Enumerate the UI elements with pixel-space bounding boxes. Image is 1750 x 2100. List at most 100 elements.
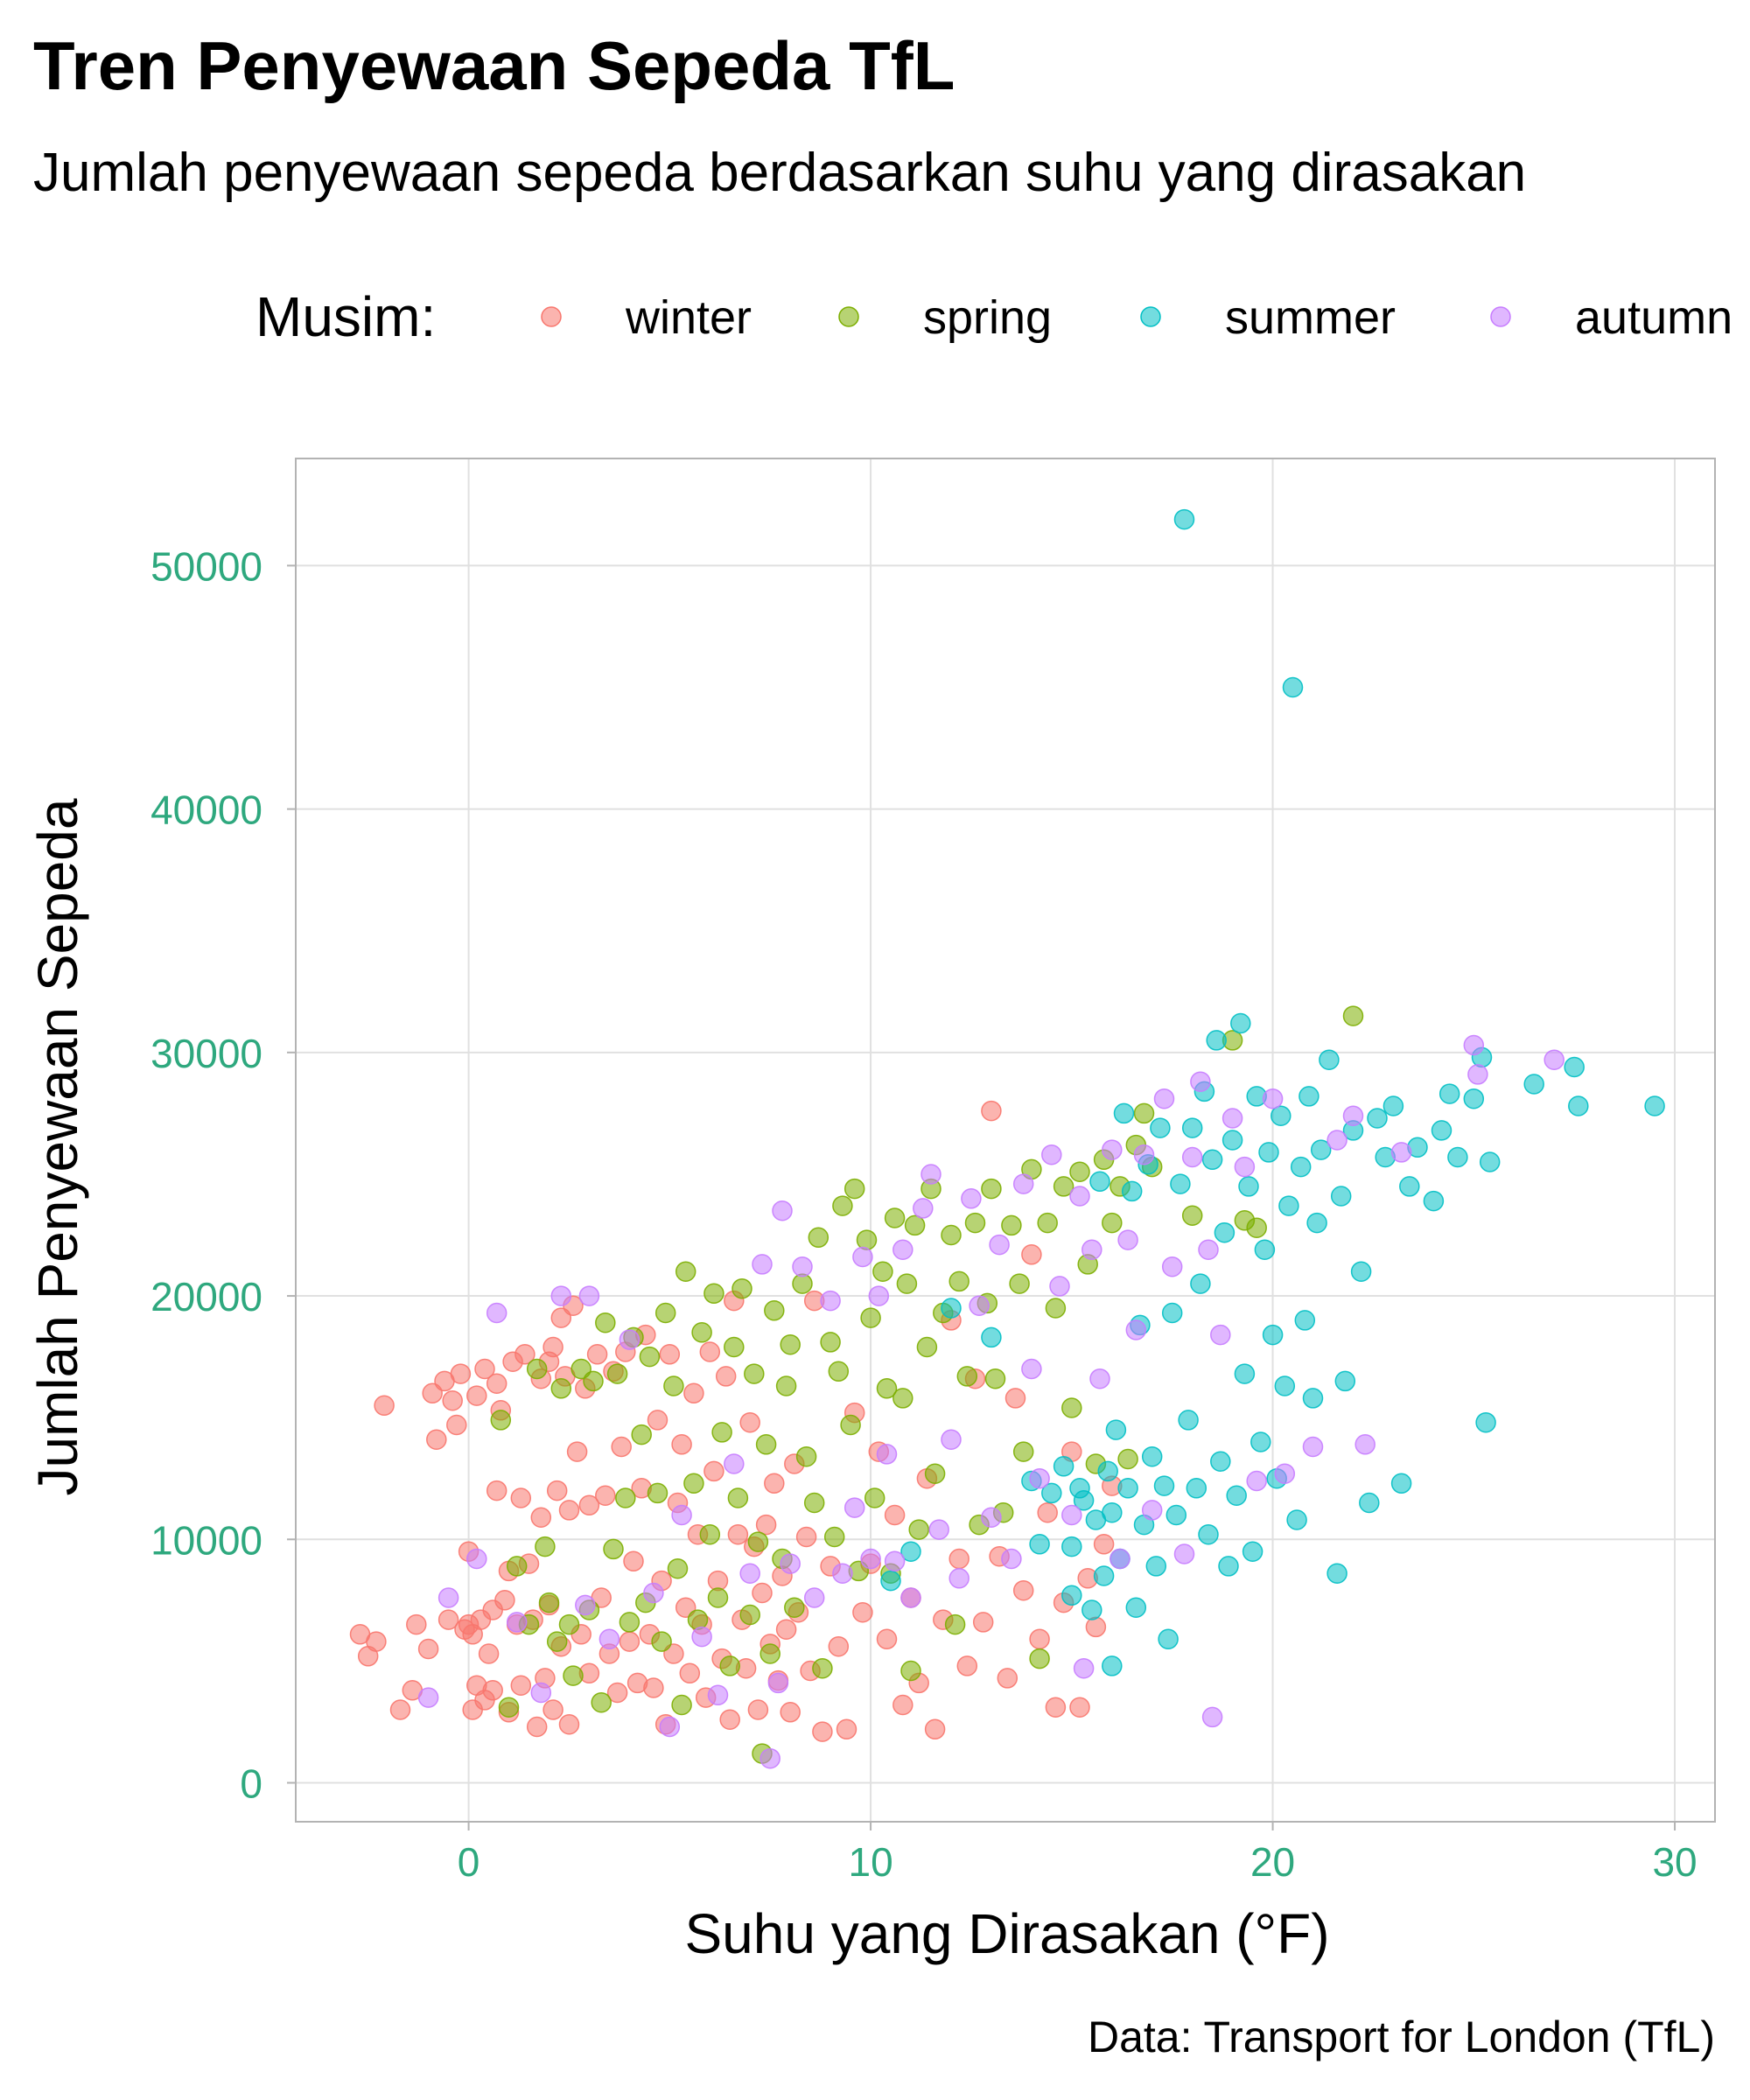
y-tick-label: 0 bbox=[240, 1760, 262, 1806]
data-point-winter bbox=[956, 1656, 978, 1676]
data-point-autumn bbox=[466, 1548, 487, 1570]
data-point-summer bbox=[1302, 1388, 1324, 1409]
data-point-summer bbox=[1334, 1370, 1356, 1392]
data-point-winter bbox=[450, 1363, 472, 1384]
data-point-summer bbox=[1382, 1096, 1404, 1116]
data-point-winter bbox=[1069, 1697, 1090, 1718]
data-point-autumn bbox=[913, 1198, 934, 1219]
data-point-summer bbox=[1479, 1152, 1501, 1172]
data-point-summer bbox=[1238, 1176, 1259, 1197]
data-point-winter bbox=[530, 1507, 552, 1528]
data-point-summer bbox=[1431, 1120, 1452, 1141]
data-point-winter bbox=[578, 1494, 600, 1516]
data-point-autumn bbox=[1021, 1358, 1042, 1380]
data-point-spring bbox=[563, 1665, 584, 1686]
y-axis: 0 10000 20000 30000 40000 50000 bbox=[150, 543, 296, 1806]
data-point-spring bbox=[591, 1691, 612, 1713]
data-point-spring bbox=[647, 1482, 668, 1504]
data-point-spring bbox=[570, 1358, 592, 1380]
data-point-winter bbox=[1029, 1628, 1050, 1650]
data-point-summer bbox=[1201, 1149, 1223, 1171]
data-point-autumn bbox=[486, 1302, 508, 1324]
data-point-spring bbox=[956, 1366, 978, 1387]
data-point-autumn bbox=[1029, 1467, 1050, 1489]
data-point-summer bbox=[1173, 508, 1195, 530]
data-point-summer bbox=[1282, 676, 1304, 698]
data-point-spring bbox=[860, 1307, 881, 1328]
data-point-summer bbox=[1564, 1056, 1585, 1078]
data-point-winter bbox=[514, 1344, 536, 1365]
data-point-winter bbox=[663, 1643, 684, 1664]
data-point-autumn bbox=[1049, 1276, 1070, 1297]
data-point-summer bbox=[900, 1541, 921, 1562]
data-point-summer bbox=[1326, 1563, 1348, 1584]
data-point-summer bbox=[1330, 1186, 1352, 1207]
data-point-autumn bbox=[981, 1507, 1002, 1528]
data-point-spring bbox=[498, 1697, 520, 1718]
data-point-spring bbox=[892, 1388, 914, 1409]
data-point-winter bbox=[775, 1619, 797, 1640]
data-point-winter bbox=[795, 1526, 817, 1548]
data-point-winter bbox=[611, 1436, 632, 1458]
data-point-summer bbox=[1181, 1117, 1203, 1138]
y-tick-label: 40000 bbox=[150, 788, 262, 833]
data-point-autumn bbox=[1190, 1071, 1211, 1092]
data-point-spring bbox=[739, 1604, 760, 1626]
data-point-autumn bbox=[1246, 1470, 1267, 1492]
data-point-summer bbox=[981, 1326, 1002, 1348]
data-point-spring bbox=[904, 1214, 926, 1236]
data-point-summer bbox=[1125, 1597, 1147, 1618]
data-point-summer bbox=[1029, 1534, 1050, 1555]
data-point-winter bbox=[558, 1500, 580, 1521]
data-point-autumn bbox=[792, 1256, 813, 1278]
x-tick-label: 30 bbox=[1652, 1839, 1697, 1885]
data-point-spring bbox=[941, 1224, 962, 1246]
data-point-autumn bbox=[1161, 1256, 1183, 1278]
data-points bbox=[349, 508, 1665, 1769]
data-point-spring bbox=[823, 1526, 845, 1548]
data-point-winter bbox=[659, 1344, 681, 1365]
data-point-autumn bbox=[1181, 1146, 1203, 1168]
data-point-autumn bbox=[691, 1626, 712, 1648]
data-point-winter bbox=[374, 1395, 395, 1417]
data-point-summer bbox=[1367, 1108, 1388, 1129]
data-point-summer bbox=[1186, 1478, 1208, 1499]
data-point-autumn bbox=[1210, 1324, 1231, 1346]
data-point-winter bbox=[1004, 1388, 1026, 1409]
data-point-spring bbox=[808, 1227, 830, 1249]
data-point-summer bbox=[1254, 1239, 1276, 1260]
legend-label-winter: winter bbox=[625, 291, 752, 344]
data-point-spring bbox=[506, 1556, 528, 1577]
legend-item-spring: spring bbox=[838, 291, 1052, 344]
data-point-autumn bbox=[530, 1682, 552, 1704]
data-point-winter bbox=[948, 1548, 970, 1570]
data-point-summer bbox=[1475, 1411, 1496, 1433]
data-point-autumn bbox=[1198, 1239, 1219, 1260]
data-point-spring bbox=[908, 1519, 929, 1540]
data-point-autumn bbox=[920, 1164, 942, 1185]
data-point-spring bbox=[900, 1660, 921, 1682]
data-point-summer bbox=[1438, 1083, 1460, 1104]
data-point-spring bbox=[803, 1492, 825, 1514]
data-point-autumn bbox=[550, 1285, 572, 1306]
data-point-summer bbox=[1170, 1173, 1191, 1194]
data-point-autumn bbox=[1463, 1034, 1485, 1056]
data-point-spring bbox=[1102, 1212, 1123, 1234]
data-point-summer bbox=[1278, 1195, 1299, 1216]
data-point-summer bbox=[1166, 1504, 1187, 1526]
data-point-winter bbox=[876, 1628, 898, 1650]
data-point-autumn bbox=[707, 1684, 729, 1706]
data-point-winter bbox=[406, 1614, 427, 1635]
data-point-winter bbox=[494, 1590, 515, 1611]
data-point-autumn bbox=[1342, 1105, 1364, 1126]
data-point-autumn bbox=[1001, 1548, 1022, 1570]
data-point-winter bbox=[675, 1597, 696, 1618]
data-point-autumn bbox=[1274, 1463, 1296, 1484]
data-point-winter bbox=[526, 1716, 548, 1738]
data-point-spring bbox=[603, 1538, 624, 1560]
data-point-summer bbox=[1463, 1088, 1485, 1110]
data-point-summer bbox=[1105, 1419, 1127, 1440]
data-point-summer bbox=[1158, 1628, 1179, 1650]
data-point-spring bbox=[916, 1336, 938, 1358]
